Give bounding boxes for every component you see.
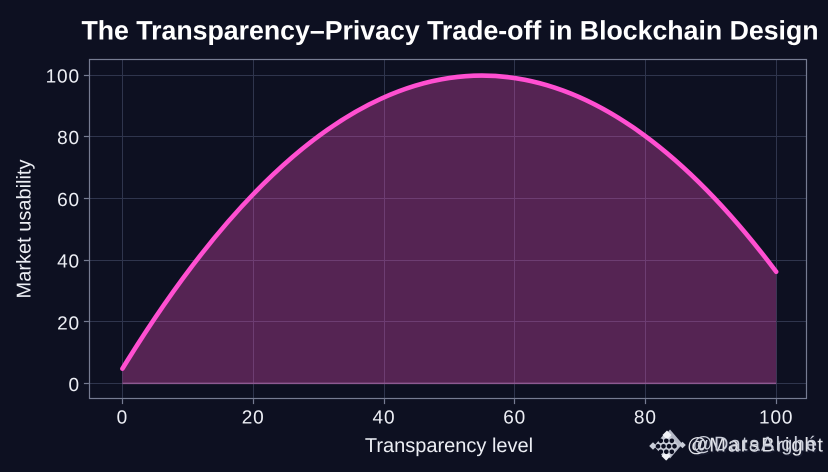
svg-text:@MarsBright: @MarsBright: [689, 436, 827, 458]
svg-text:20: 20: [57, 313, 80, 334]
svg-text:Transparency level: Transparency level: [365, 435, 533, 457]
svg-text:100: 100: [46, 66, 80, 87]
svg-text:@DataAlghé: @DataAlghé: [694, 435, 820, 457]
svg-text:40: 40: [57, 252, 80, 273]
svg-text:Market usability: Market usability: [14, 160, 36, 299]
svg-text:40: 40: [373, 408, 396, 429]
svg-text:80: 80: [634, 408, 657, 429]
svg-text:0: 0: [69, 375, 80, 396]
svg-text:80: 80: [57, 128, 80, 149]
svg-text:100: 100: [759, 408, 793, 429]
svg-text:60: 60: [503, 408, 526, 429]
svg-text:20: 20: [242, 408, 265, 429]
svg-text:60: 60: [57, 190, 80, 211]
svg-text:@MarsBright: @MarsBright: [687, 435, 825, 457]
svg-text:The Transparency–Privacy Trade: The Transparency–Privacy Trade-off in Bl…: [81, 15, 818, 45]
svg-text:@DataAlghé: @DataAlghé: [693, 434, 819, 456]
svg-text:0: 0: [117, 408, 128, 429]
